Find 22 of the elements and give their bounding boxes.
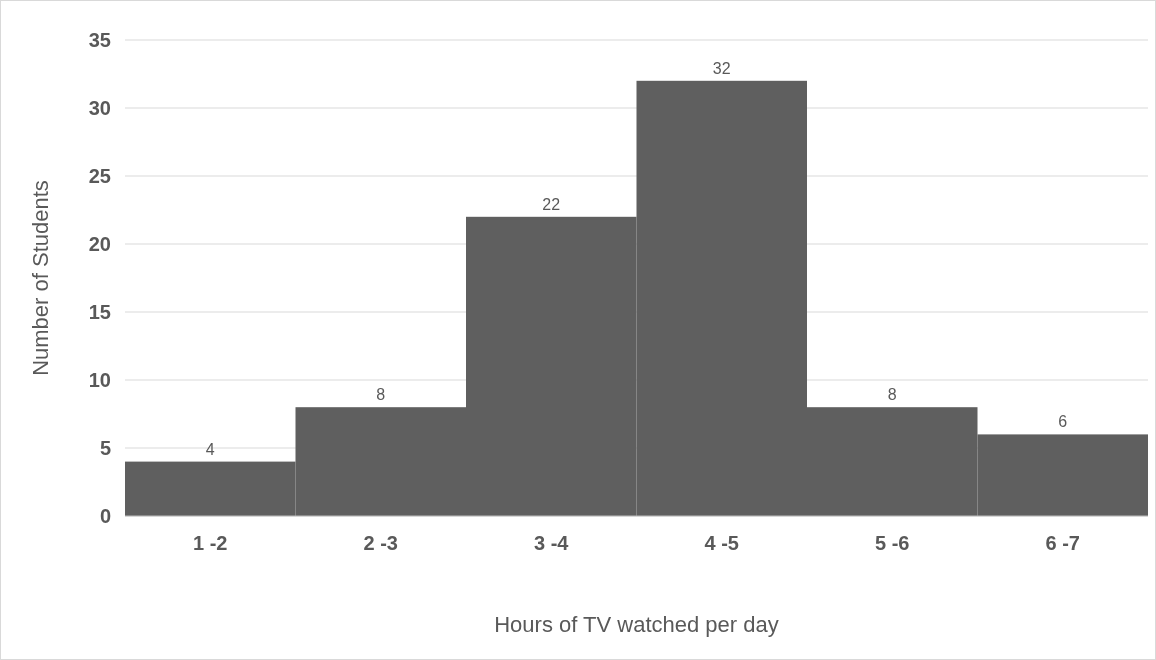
x-axis-title: Hours of TV watched per day xyxy=(494,612,779,637)
data-label: 4 xyxy=(205,440,215,458)
data-label: 6 xyxy=(1058,413,1068,431)
data-label: 22 xyxy=(542,195,561,213)
x-tick-label: 6 -7 xyxy=(1045,532,1080,554)
data-label: 8 xyxy=(887,386,897,404)
x-tick-label: 2 -3 xyxy=(363,532,398,554)
x-tick-label: 5 -6 xyxy=(875,532,910,554)
y-tick-label: 25 xyxy=(88,165,111,187)
x-tick-label: 1 -2 xyxy=(193,532,228,554)
y-tick-label: 15 xyxy=(88,301,111,323)
y-tick-label: 30 xyxy=(88,97,111,119)
y-tick-label: 10 xyxy=(88,369,111,391)
x-tick-label: 3 -4 xyxy=(534,532,570,554)
y-tick-label: 0 xyxy=(99,505,111,527)
x-tick-label: 4 -5 xyxy=(704,532,739,554)
data-label: 8 xyxy=(376,386,386,404)
data-label: 32 xyxy=(712,59,731,77)
y-tick-label: 5 xyxy=(99,437,111,459)
y-tick-label: 20 xyxy=(88,233,111,255)
y-axis-title: Number of Students xyxy=(28,180,53,376)
y-tick-label: 35 xyxy=(88,29,111,51)
